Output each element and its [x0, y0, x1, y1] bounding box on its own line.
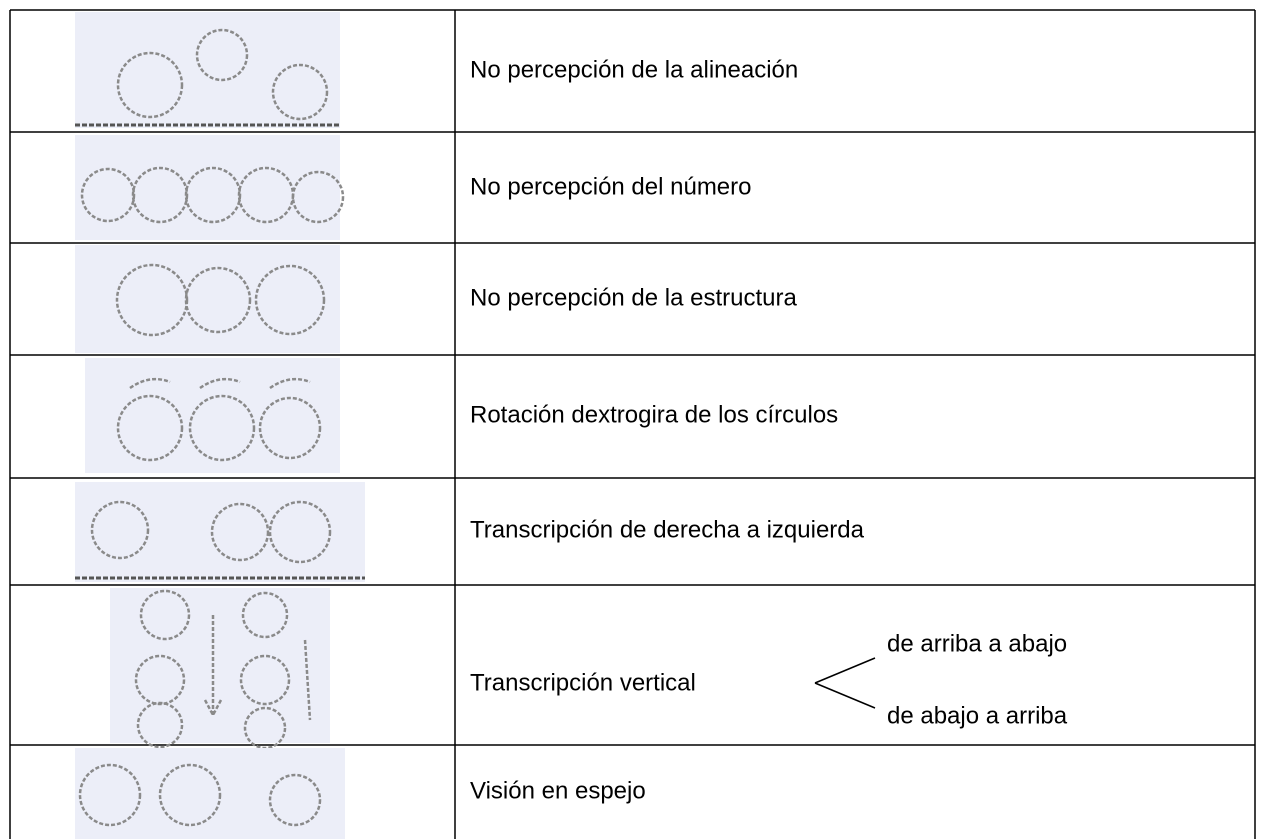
row-label: Transcripción de derecha a izquierda — [470, 516, 865, 543]
row-label: No percepción de la alineación — [470, 56, 798, 83]
branch-label: de abajo a arriba — [887, 702, 1068, 729]
table-grid — [9, 9, 1256, 839]
branch-lines — [814, 657, 876, 709]
row-label: Transcripción vertical — [470, 669, 696, 696]
row-label: Rotación dextrogira de los círculos — [470, 401, 838, 428]
row-label: No percepción del número — [470, 173, 752, 200]
row-label: No percepción de la estructura — [470, 284, 798, 311]
scan-images — [75, 12, 365, 839]
branch-label: de arriba a abajo — [887, 630, 1067, 657]
row-label: Visión en espejo — [470, 777, 646, 804]
